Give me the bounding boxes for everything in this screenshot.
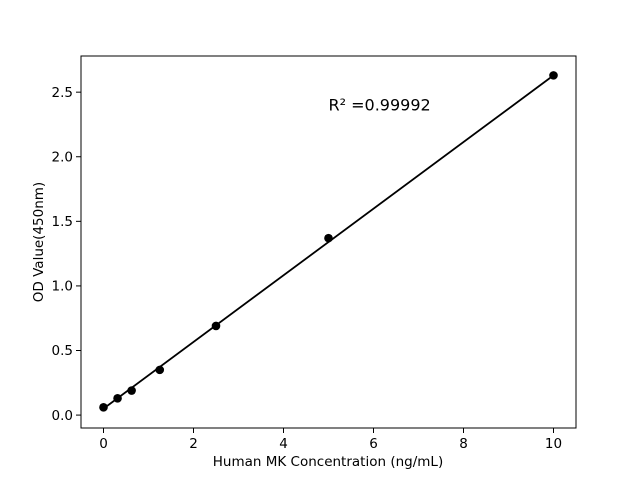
y-tick-label: 2.0 — [52, 149, 73, 165]
x-tick-label: 0 — [99, 436, 108, 452]
x-tick-label: 10 — [545, 436, 562, 452]
y-axis-ticks: 0.0 0.5 1.0 1.5 2.0 2.5 — [52, 85, 81, 424]
r-squared-annotation: R² =0.99992 — [329, 95, 431, 114]
data-point — [99, 403, 108, 412]
x-tick-label: 8 — [459, 436, 468, 452]
y-axis-label: OD Value(450nm) — [31, 182, 47, 302]
data-point — [549, 71, 558, 80]
data-point — [211, 321, 221, 331]
data-point — [155, 365, 165, 375]
x-tick-label: 6 — [369, 436, 378, 452]
data-points — [99, 71, 558, 412]
y-tick-label: 1.5 — [52, 214, 73, 230]
x-tick-label: 2 — [189, 436, 198, 452]
y-tick-label: 2.5 — [52, 85, 73, 101]
data-point — [324, 233, 333, 243]
data-point — [113, 393, 122, 403]
plot-area — [80, 55, 577, 429]
y-tick-label: 1.0 — [52, 279, 73, 295]
x-tick-label: 4 — [279, 436, 288, 452]
y-tick-label: 0.0 — [52, 408, 73, 424]
y-tick-label: 0.5 — [52, 343, 73, 359]
data-point — [127, 386, 136, 395]
x-axis-label: Human MK Concentration (ng/mL) — [213, 454, 443, 470]
x-axis-ticks: 0 2 4 6 8 10 — [99, 428, 562, 452]
